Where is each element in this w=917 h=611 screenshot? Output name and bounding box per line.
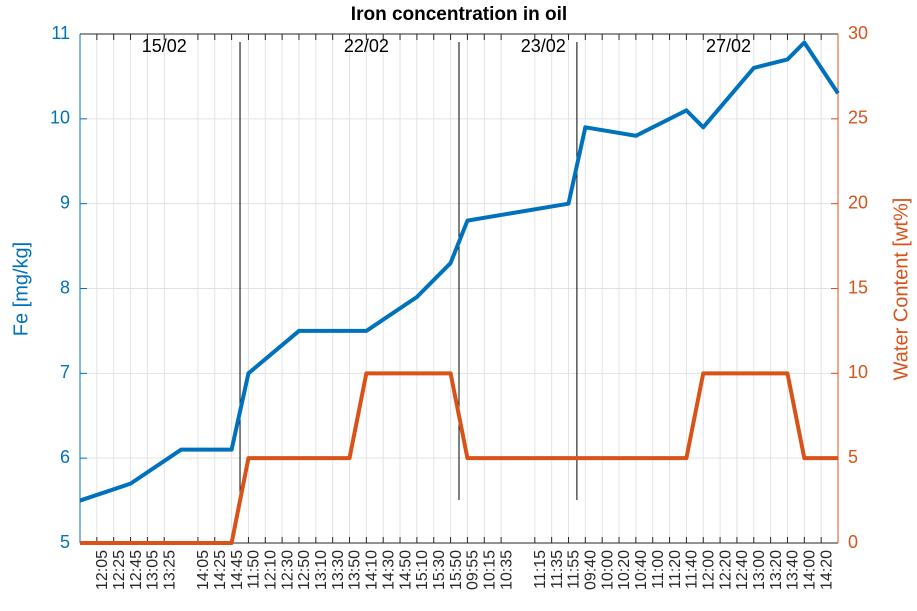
y-tick-label: 7 (60, 362, 70, 382)
data-line (79, 40, 840, 503)
x-tick-label: 13:00 (751, 550, 768, 590)
x-tick-label: 12:05 (94, 550, 111, 590)
x-tick-label: 12:45 (128, 550, 145, 590)
x-tick-label: 10:15 (481, 550, 498, 590)
x-tick-label: 10:20 (616, 550, 633, 590)
x-tick-label: 14:10 (364, 550, 381, 590)
x-tick-label: 13:20 (768, 550, 785, 590)
x-tick-label: 13:50 (347, 550, 364, 590)
x-tick-label: 14:05 (195, 550, 212, 590)
y2-tick-label: 5 (848, 447, 858, 467)
y-tick-label: 6 (60, 447, 70, 467)
y2-tick-label: 20 (848, 192, 868, 212)
x-tick-label: 14:20 (818, 550, 835, 590)
x-tick-label: 13:30 (330, 550, 347, 590)
y-tick-label: 9 (60, 192, 70, 212)
y-tick-label: 5 (60, 532, 70, 552)
x-tick-label: 11:40 (684, 550, 701, 589)
x-tick-label: 11:35 (549, 550, 566, 589)
x-tick-label: 12:00 (700, 550, 717, 590)
y-tick-label: 8 (60, 277, 70, 297)
x-tick-label: 12:10 (263, 550, 280, 590)
x-tick-label: 14:25 (212, 550, 229, 590)
x-tick-label: 12:50 (296, 550, 313, 590)
date-annotation: 23/02 (521, 36, 566, 56)
y2-tick-label: 30 (848, 23, 868, 43)
x-tick-label: 14:00 (802, 550, 819, 590)
y2-tick-label: 0 (848, 532, 858, 552)
x-tick-label: 10:40 (633, 550, 650, 590)
y-tick-label: 11 (51, 23, 70, 43)
x-tick-label: 09:55 (465, 550, 482, 590)
x-tick-label: 11:20 (667, 550, 684, 589)
x-tick-label: 11:50 (246, 550, 263, 589)
y2-tick-label: 10 (848, 362, 868, 382)
x-tick-label: 09:40 (583, 550, 600, 590)
x-tick-label: 14:50 (397, 550, 414, 590)
x-tick-label: 14:45 (229, 550, 246, 590)
x-tick-label: 12:20 (717, 550, 734, 590)
chart-title: Iron concentration in oil (351, 4, 567, 25)
x-tick-label: 13:25 (161, 550, 178, 590)
x-tick-label: 11:55 (566, 550, 583, 589)
x-tick-label: 13:40 (785, 550, 802, 590)
x-tick-label: 15:50 (448, 550, 465, 590)
date-annotation: 27/02 (706, 36, 751, 56)
y-tick-label: 10 (50, 108, 70, 128)
y2-tick-label: 25 (848, 108, 868, 128)
y-axis-label: Fe [mg/kg] (10, 242, 32, 336)
y2-axis-label: Water Content [wt%] (890, 198, 912, 381)
x-tick-label: 10:35 (498, 550, 515, 590)
x-tick-label: 13:05 (145, 550, 162, 590)
x-tick-label: 12:30 (279, 550, 296, 590)
x-tick-label: 15:10 (414, 550, 431, 590)
x-tick-label: 10:00 (599, 550, 616, 590)
date-annotation: 22/02 (344, 36, 389, 56)
date-annotation: 15/02 (142, 36, 187, 56)
x-tick-label: 11:00 (650, 550, 667, 589)
x-tick-label: 12:40 (734, 550, 751, 590)
x-tick-label: 12:25 (111, 550, 128, 590)
x-tick-label: 13:10 (313, 550, 330, 590)
x-tick-label: 15:30 (431, 550, 448, 590)
data-line (80, 371, 838, 545)
x-tick-label: 11:15 (532, 550, 549, 589)
y2-tick-label: 15 (848, 277, 868, 297)
x-tick-label: 14:30 (380, 550, 397, 590)
